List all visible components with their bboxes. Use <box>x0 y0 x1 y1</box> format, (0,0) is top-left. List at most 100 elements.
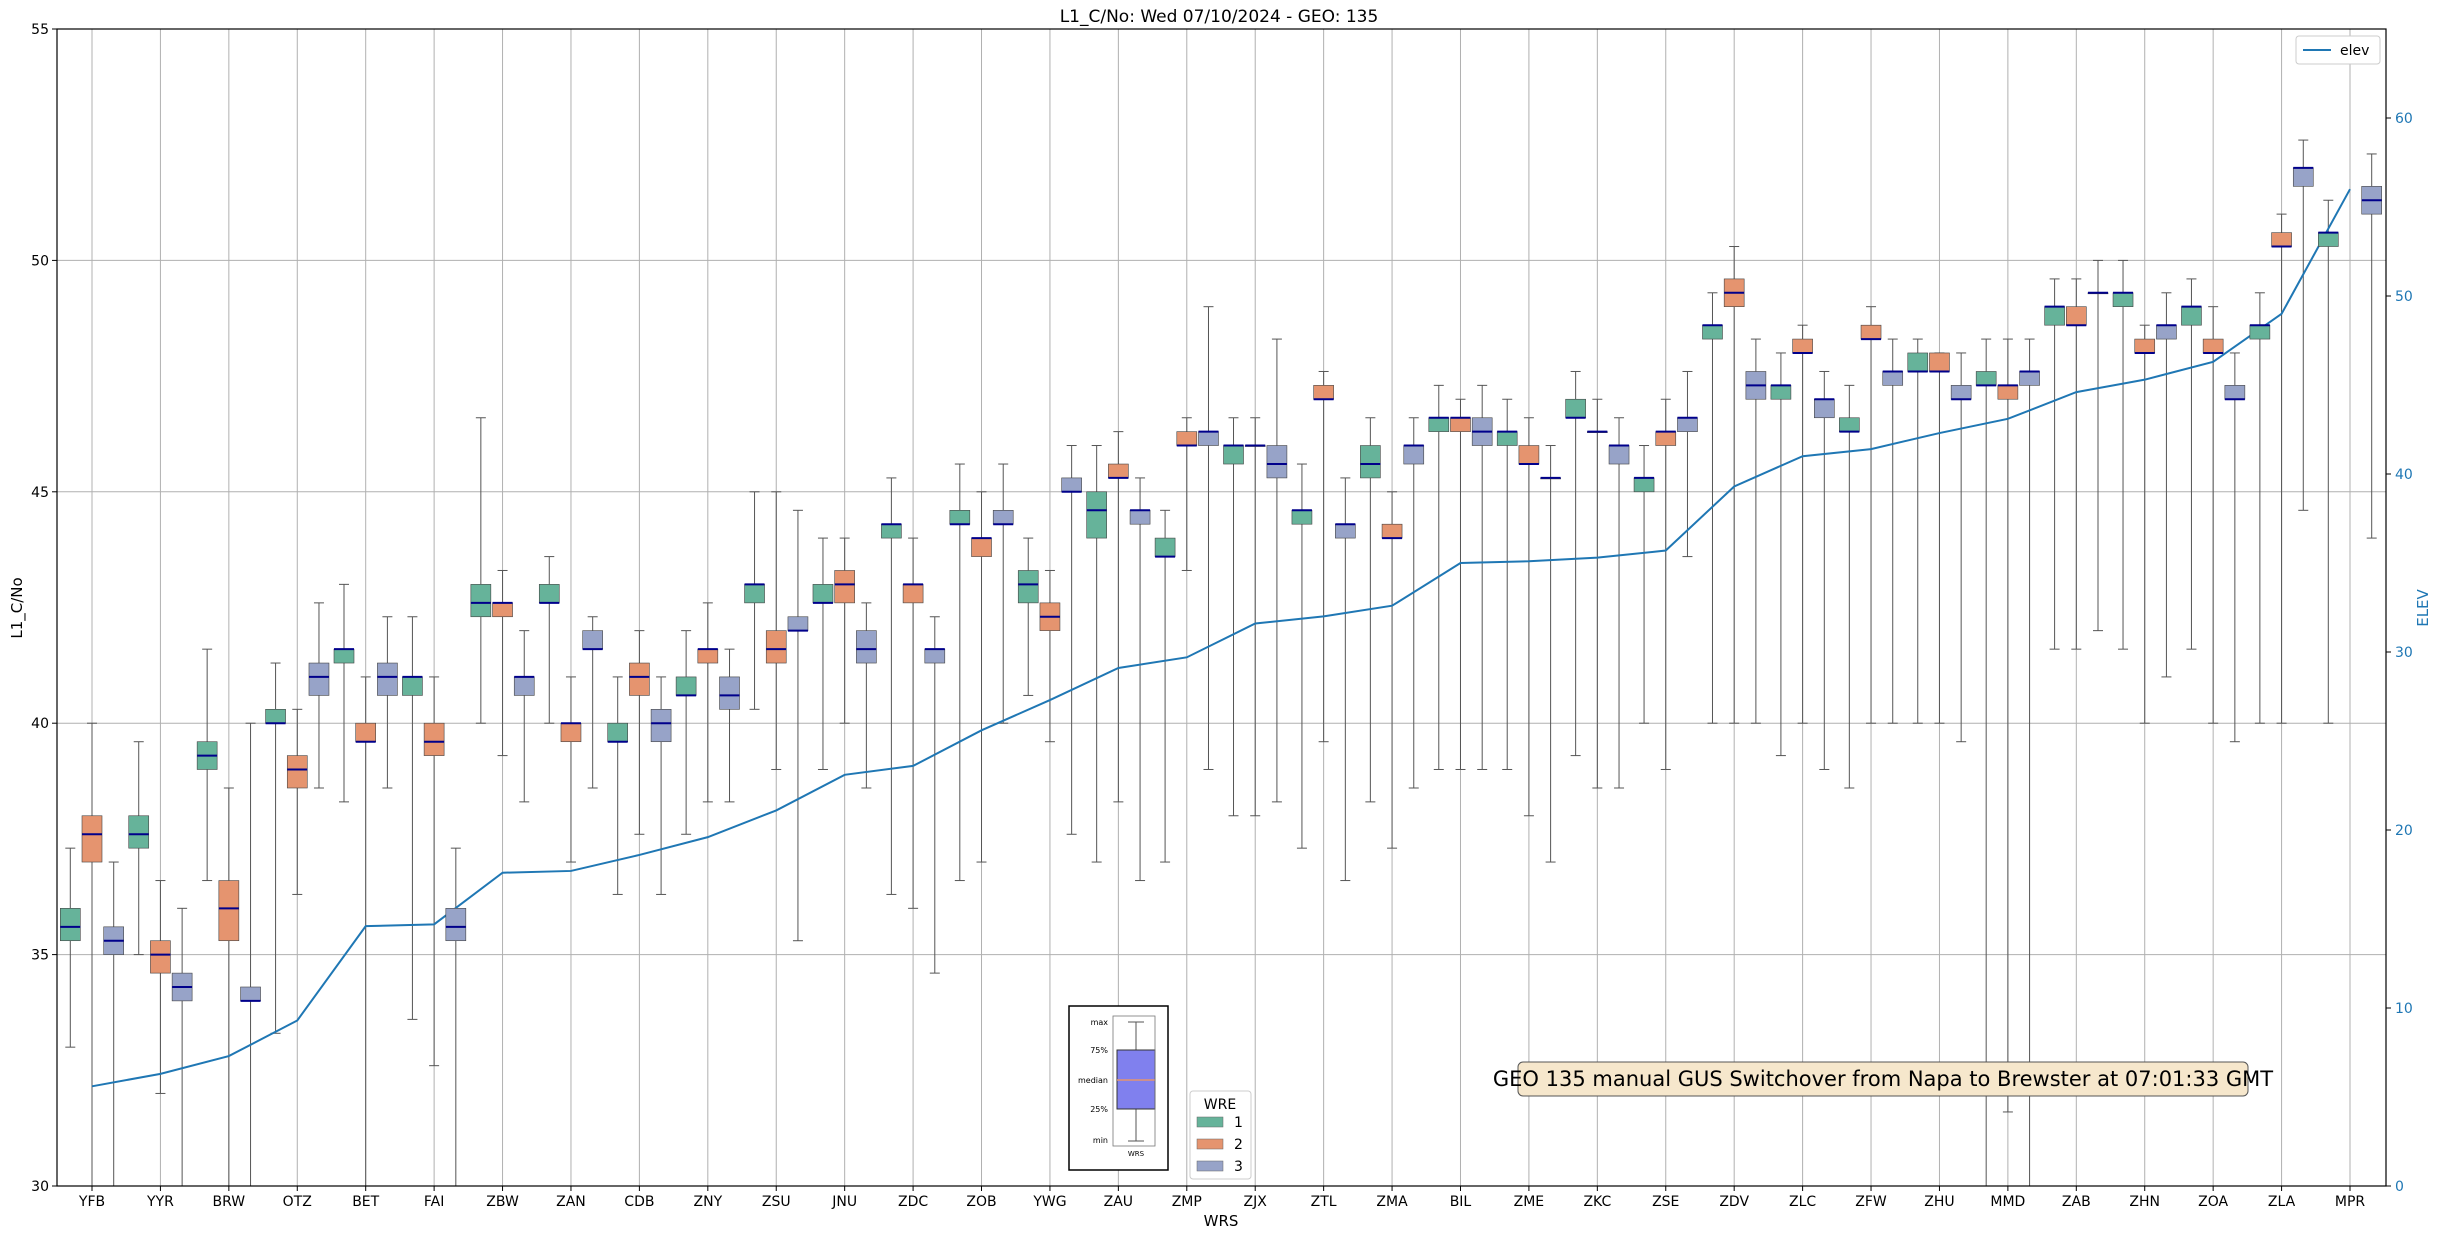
box-wre-1 <box>1702 324 1723 340</box>
x-tick-label: ZKC <box>1583 1194 1611 1210</box>
box-wre-3 <box>1129 510 1151 525</box>
y2-tick-label: 30 <box>2395 645 2413 661</box>
x-tick-label: FAI <box>424 1194 444 1210</box>
box-wre-2 <box>765 630 787 664</box>
box-wre-1 <box>1428 417 1450 432</box>
inset-inner-frame <box>1112 1015 1156 1147</box>
box-wre-2 <box>697 648 719 664</box>
box-wre-3 <box>308 662 330 696</box>
plot-frame <box>56 28 2387 1187</box>
box-wre-3 <box>2224 385 2246 400</box>
annotation-frame <box>1517 1061 2249 1097</box>
box-wre-2 <box>834 570 855 604</box>
box-wre-1 <box>2181 306 2202 326</box>
box-wre-3 <box>856 630 877 664</box>
box-wre-2 <box>1108 463 1129 479</box>
box-wre-2 <box>1381 523 1403 539</box>
x-tick-label: BIL <box>1450 1194 1472 1210</box>
box-wre-3 <box>1882 371 1904 386</box>
box-wre-3 <box>992 510 1014 525</box>
box-wre-2 <box>1655 431 1677 446</box>
y2-tick-label: 20 <box>2395 823 2413 839</box>
y-tick-label: 30 <box>31 1179 49 1195</box>
box-wre-2 <box>2271 232 2292 247</box>
x-tick-label: ZHU <box>1924 1194 1954 1210</box>
box-wre-3 <box>2292 167 2314 187</box>
box-wre-1 <box>333 648 355 664</box>
wre-legend-swatch-3 <box>1196 1160 1224 1172</box>
x-tick-label: CDB <box>624 1194 654 1210</box>
inset-label-min: min <box>1093 1136 1108 1145</box>
box-wre-1 <box>128 815 150 849</box>
box-wre-2 <box>1518 445 1540 465</box>
box-wre-1 <box>607 722 628 743</box>
x-tick-label: ZOB <box>966 1194 996 1210</box>
box-wre-1 <box>744 584 765 604</box>
box-wre-2 <box>423 722 445 756</box>
inset-label-max: max <box>1091 1018 1109 1027</box>
x-tick-label: MPR <box>2335 1194 2366 1210</box>
box-wre-2 <box>2134 338 2156 354</box>
x-tick-label: ZHN <box>2129 1194 2160 1210</box>
x-tick-label: ZME <box>1514 1194 1545 1210</box>
y-tick-label: 50 <box>31 253 49 269</box>
wre-legend-swatch-2 <box>1196 1138 1224 1150</box>
box-wre-1 <box>1770 385 1792 400</box>
box-wre-2 <box>218 880 240 942</box>
gridlines <box>57 28 2386 1187</box>
box-wre-3 <box>1950 385 1972 400</box>
y-tick-label: 55 <box>31 22 49 38</box>
inset-key: max 75% median 25% min WRS <box>1068 1005 1169 1171</box>
box-wre-1 <box>1223 445 1244 465</box>
box-wre-2 <box>2066 306 2087 326</box>
x-tick-label: ZAU <box>1104 1194 1133 1210</box>
x-tick-label: YFB <box>78 1194 105 1210</box>
x-tick-label: ZLA <box>2268 1194 2296 1210</box>
box-wre-1 <box>265 709 286 724</box>
x-tick-label: YWG <box>1032 1194 1066 1210</box>
x-tick-label: ZSE <box>1652 1194 1679 1210</box>
x-tick-label: ZAN <box>556 1194 586 1210</box>
box-wre-1 <box>402 676 423 696</box>
box-wre-1 <box>949 510 971 525</box>
box-wre-1 <box>470 584 492 618</box>
box-wre-1 <box>2044 306 2065 326</box>
x-tick-label: YYR <box>146 1194 174 1210</box>
box-wre-3 <box>1814 398 1835 419</box>
box-wre-3 <box>1266 445 1288 479</box>
x-tick-label: ZMP <box>1172 1194 1202 1210</box>
y-tick-label: 40 <box>31 716 49 732</box>
box-wre-3 <box>240 986 261 1002</box>
x-tick-label: ZNY <box>694 1194 723 1210</box>
box-series <box>59 166 2382 1002</box>
x-tick-label: BRW <box>213 1194 246 1210</box>
box-wre-2 <box>1313 385 1334 400</box>
box-wre-3 <box>377 662 398 696</box>
annotation-box: GEO 135 manual GUS Switchover from Napa … <box>1493 1061 2273 1097</box>
box-wre-2 <box>560 722 582 743</box>
box-wre-3 <box>924 648 946 664</box>
x-tick-label: ZDC <box>898 1194 928 1210</box>
box-wre-3 <box>1677 417 1698 432</box>
x-tick-label: MMD <box>1990 1194 2025 1210</box>
box-wre-3 <box>1403 445 1425 465</box>
annotation-text: GEO 135 manual GUS Switchover from Napa … <box>1493 1067 2273 1091</box>
box-wre-2 <box>150 940 171 974</box>
box-wre-1 <box>1360 445 1381 479</box>
wre-legend-swatch-1 <box>1196 1116 1224 1128</box>
box-wre-2 <box>1450 417 1471 432</box>
wre-legend-frame <box>1189 1090 1252 1180</box>
y2-tick-label: 0 <box>2395 1179 2404 1195</box>
x-tick-label: ZSU <box>762 1194 791 1210</box>
x-tick-label: ZBW <box>486 1194 519 1210</box>
x-tick-label: JNU <box>831 1194 857 1210</box>
box-wre-3 <box>719 676 740 710</box>
box-wre-1 <box>1496 431 1518 446</box>
box-wre-2 <box>355 722 376 743</box>
box-wre-3 <box>1335 523 1356 539</box>
box-wre-2 <box>1860 324 1882 340</box>
box-wre-1 <box>1154 537 1176 557</box>
elevation-line <box>91 188 2351 1088</box>
box-wre-1 <box>59 908 81 942</box>
